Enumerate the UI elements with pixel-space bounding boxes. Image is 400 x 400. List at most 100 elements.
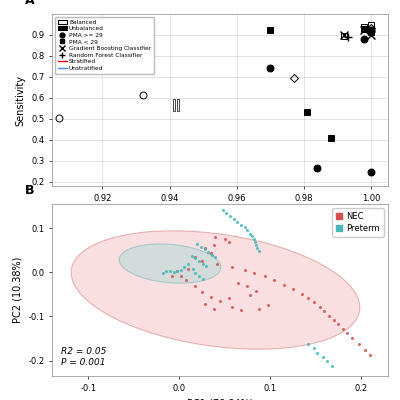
Y-axis label: Sensitivity: Sensitivity [16, 74, 26, 126]
Point [227, 213, 233, 219]
Point [367, 352, 373, 358]
Point [190, 266, 196, 272]
Point [271, 277, 278, 284]
Point [210, 305, 217, 312]
Point [192, 270, 199, 276]
Point [305, 295, 311, 301]
Point [229, 264, 235, 270]
Point [230, 215, 237, 222]
Point [330, 317, 337, 323]
Legend: NEC, Preterm: NEC, Preterm [332, 208, 384, 237]
Point [203, 263, 210, 269]
Point [241, 224, 248, 230]
Point [208, 294, 214, 300]
Point [212, 234, 219, 240]
Point [305, 341, 311, 347]
Point [290, 286, 296, 292]
Point [253, 288, 260, 294]
Point [167, 268, 173, 275]
Point [201, 245, 208, 251]
Point [194, 240, 200, 247]
Point [247, 230, 253, 237]
Point [235, 280, 241, 286]
Point [280, 282, 287, 288]
Point [248, 233, 255, 239]
Point [196, 273, 202, 279]
Point [265, 302, 271, 309]
Point [185, 266, 192, 272]
Point [356, 341, 362, 347]
Point [328, 363, 335, 369]
Point [174, 267, 180, 274]
Point [192, 255, 199, 262]
Legend: Balanced, Unbalanced, PMA >= 29, PMA < 29, Gradient Boosting Classifier, Random : Balanced, Unbalanced, PMA >= 29, PMA < 2… [55, 17, 154, 74]
Point [256, 305, 262, 312]
Point [208, 249, 214, 256]
Point [326, 312, 332, 319]
Point [185, 261, 192, 268]
Point [223, 210, 230, 216]
Point [362, 346, 368, 353]
Point [178, 273, 184, 279]
Point [256, 248, 262, 254]
Point [174, 268, 180, 275]
Point [250, 270, 257, 276]
Point [310, 345, 317, 352]
Ellipse shape [71, 231, 360, 349]
Point [335, 321, 341, 328]
Point [200, 275, 206, 282]
Point [163, 268, 170, 275]
Point [317, 304, 323, 310]
Point [214, 261, 220, 268]
Text: R2 = 0.05
P = 0.001: R2 = 0.05 P = 0.001 [61, 347, 106, 367]
Point [178, 266, 184, 273]
Point [160, 270, 166, 276]
Point [253, 242, 260, 248]
Point [314, 350, 320, 356]
Point [344, 330, 350, 336]
Point [234, 218, 240, 225]
Text: B: B [25, 184, 35, 197]
Point [238, 307, 244, 313]
Point [210, 242, 217, 248]
Point [320, 354, 326, 360]
Point [183, 277, 190, 284]
Point [252, 239, 259, 246]
Point [189, 252, 195, 259]
Point [199, 289, 205, 296]
Point [262, 273, 269, 279]
Point [170, 269, 177, 276]
Point [226, 239, 232, 246]
Point [201, 301, 208, 307]
Point [254, 245, 260, 251]
Point [196, 258, 202, 264]
Point [198, 244, 204, 250]
Text: A: A [25, 0, 35, 7]
Point [200, 260, 206, 267]
Point [244, 283, 250, 290]
Point [192, 254, 199, 260]
Y-axis label: PC2 (10.38%): PC2 (10.38%) [13, 257, 23, 323]
Point [217, 298, 223, 304]
Point [321, 308, 328, 314]
Point [220, 206, 226, 213]
Point [205, 249, 211, 255]
Point [180, 264, 187, 270]
Point [199, 258, 205, 264]
Point [238, 222, 244, 228]
X-axis label: Specificity: Specificity [195, 208, 245, 218]
Point [298, 290, 305, 297]
Point [250, 236, 257, 242]
X-axis label: PC1 (78.84%): PC1 (78.84%) [187, 398, 253, 400]
Ellipse shape [119, 244, 221, 283]
Point [324, 358, 330, 365]
Point [310, 299, 317, 306]
Point [201, 246, 208, 253]
Point [229, 304, 235, 310]
Point [226, 295, 232, 301]
Point [247, 292, 253, 298]
Point [221, 236, 228, 242]
Point [339, 326, 346, 332]
Point [192, 283, 199, 290]
Point [241, 267, 248, 273]
